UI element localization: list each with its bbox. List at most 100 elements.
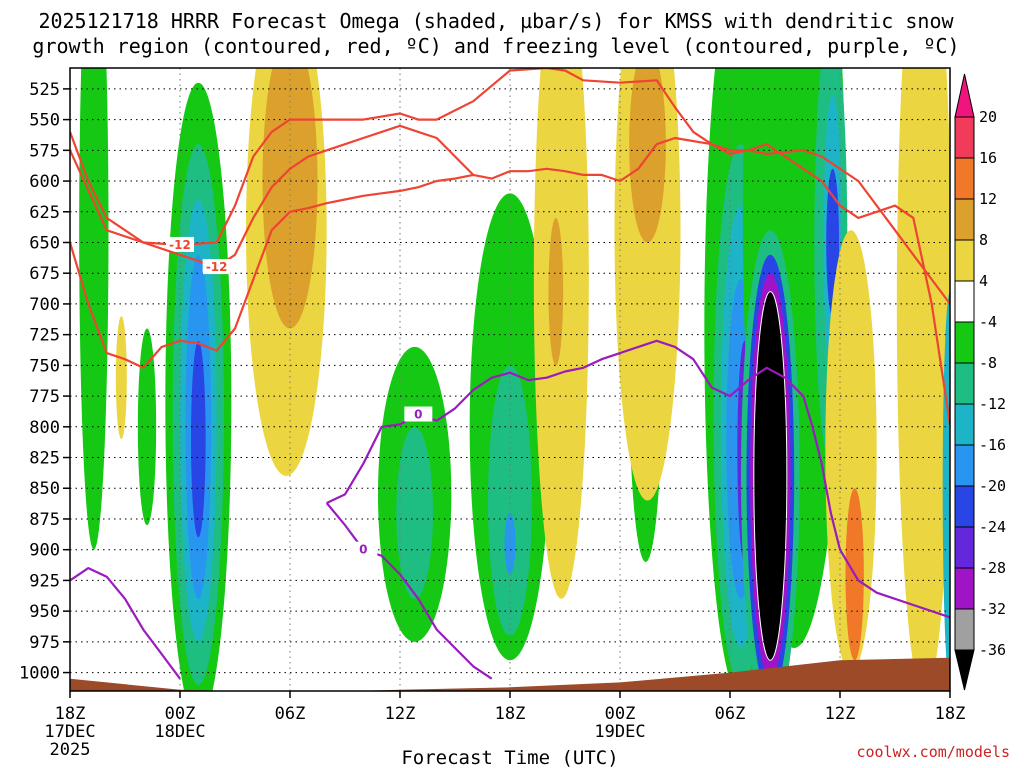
contour-lines: -12 -12 0 0: [70, 68, 950, 680]
colorbar-label-13: -36: [979, 641, 1006, 659]
colorbar-label-7: -12: [979, 395, 1006, 413]
contour-freezing-level-left: [70, 567, 181, 680]
colorbar-band-8: [954, 444, 975, 487]
contour-label-bg-dgz-bottom: [202, 259, 231, 275]
x-tick-date-0: 17DEC: [44, 722, 95, 742]
omega-cell-6: [191, 340, 206, 538]
omega-cell-33: [825, 230, 877, 673]
omega-cell-11: [396, 426, 433, 599]
colorbar-label-8: -16: [979, 436, 1006, 454]
colorbar-band-6: [954, 362, 975, 405]
contour-label-bg-freezing-level-lower: [349, 541, 378, 557]
contour-label-bg-dgz-top: [166, 236, 194, 252]
colorbar-label-6: -8: [979, 354, 997, 372]
contour-label-bg-freezing-level-main: [404, 406, 433, 422]
colorbar-label-11: -28: [979, 559, 1006, 577]
y-tick-label-975: 975: [29, 633, 60, 653]
y-tick-label-625: 625: [29, 203, 60, 223]
x-tick-label-0: 18Z: [55, 704, 86, 724]
colorbar-band-7: [954, 403, 975, 446]
colorbar-label-9: -20: [979, 477, 1006, 495]
contour-dgz-bottom: [70, 124, 950, 305]
colorbar-band-3: [954, 239, 975, 282]
y-tick-label-650: 650: [29, 233, 60, 253]
omega-cell-29: [753, 291, 788, 661]
y-tick-label-700: 700: [29, 295, 60, 315]
colorbar-label-3: 8: [979, 231, 988, 249]
omega-shading: [79, 68, 950, 691]
x-tick-label-2: 06Z: [275, 704, 306, 724]
colorbar-label-10: -24: [979, 518, 1006, 536]
y-tick-label-800: 800: [29, 418, 60, 438]
omega-cell-35: [896, 68, 950, 691]
colorbar-top-arrow: [954, 73, 975, 118]
x-tick-year-0: 2025: [50, 740, 91, 760]
terrain-fill: [70, 657, 950, 691]
colorbar-label-12: -32: [979, 600, 1006, 618]
colorbar-band-1: [954, 157, 975, 200]
y-tick-label-850: 850: [29, 479, 60, 499]
x-axis-title: Forecast Time (UTC): [401, 747, 618, 768]
colorbar-label-5: -4: [979, 313, 997, 331]
colorbar-label-1: 16: [979, 149, 997, 167]
y-tick-label-875: 875: [29, 510, 60, 530]
x-tick-label-8: 18Z: [935, 704, 966, 724]
omega-cell-14: [504, 512, 516, 575]
omega-cell-19: [629, 68, 666, 243]
colorbar-band-10: [954, 526, 975, 569]
x-tick-label-7: 12Z: [825, 704, 856, 724]
y-tick-label-600: 600: [29, 172, 60, 192]
y-axis: 525 550 575 600 625 650 675 700 725 750 775 800 825 8…: [19, 80, 70, 684]
y-tick-label-575: 575: [29, 141, 60, 161]
grid-lines: [70, 68, 950, 691]
colorbar-band-5: [954, 321, 975, 364]
omega-cell-9: [262, 68, 318, 329]
colorbar-band-2: [954, 198, 975, 241]
x-tick-date-1: 18DEC: [154, 722, 205, 742]
x-tick-label-5: 00Z: [605, 704, 636, 724]
credit-text: coolwx.com/models: [856, 743, 1010, 761]
terrain: [70, 657, 950, 691]
colorbar-band-9: [954, 485, 975, 528]
y-tick-label-725: 725: [29, 326, 60, 346]
colorbar: 20 16 12 8 4 -4 -8 -12 -16 -20 -24 -28 -32 -36: [954, 73, 1006, 691]
colorbar-band-12: [954, 608, 975, 651]
y-tick-label-950: 950: [29, 602, 60, 622]
colorbar-band-0: [954, 116, 975, 159]
contour-dgz-lower: [70, 173, 474, 369]
y-tick-label-900: 900: [29, 541, 60, 561]
contour-label-dgz-bottom: -12: [206, 260, 228, 274]
colorbar-label-0: 20: [979, 108, 997, 126]
y-tick-label-750: 750: [29, 356, 60, 376]
x-tick-label-1: 00Z: [165, 704, 196, 724]
y-tick-label-925: 925: [29, 571, 60, 591]
omega-cell-13: [488, 365, 532, 636]
x-tick-label-4: 18Z: [495, 704, 526, 724]
x-tick-date-5: 19DEC: [594, 722, 645, 742]
colorbar-label-4: 4: [979, 272, 988, 290]
y-tick-label-675: 675: [29, 264, 60, 284]
y-tick-label-825: 825: [29, 449, 60, 469]
contour-dgz-top: [70, 68, 950, 425]
omega-cell-7: [115, 316, 127, 440]
y-tick-label-775: 775: [29, 387, 60, 407]
colorbar-band-4: [954, 280, 975, 323]
y-tick-label-1000: 1000: [19, 664, 60, 684]
colorbar-band-11: [954, 567, 975, 610]
chart-title-line1: 2025121718 HRRR Forecast Omega (shaded, …: [38, 9, 954, 33]
omega-cell-16: [548, 217, 564, 366]
contour-label-freezing-level-lower: 0: [359, 543, 367, 557]
contour-freezing-level-lower: [325, 502, 493, 680]
x-tick-label-3: 12Z: [385, 704, 416, 724]
x-tick-label-6: 06Z: [715, 704, 746, 724]
chart-title-line2: growth region (contoured, red, ºC) and f…: [32, 34, 959, 58]
plot-area: -12 -12 0 0: [70, 68, 950, 691]
contour-label-dgz-top: -12: [169, 238, 191, 252]
colorbar-bottom-arrow: [954, 649, 975, 691]
contour-label-freezing-level-main: 0: [414, 408, 422, 422]
y-tick-label-525: 525: [29, 80, 60, 100]
y-tick-label-550: 550: [29, 111, 60, 131]
colorbar-label-2: 12: [979, 190, 997, 208]
